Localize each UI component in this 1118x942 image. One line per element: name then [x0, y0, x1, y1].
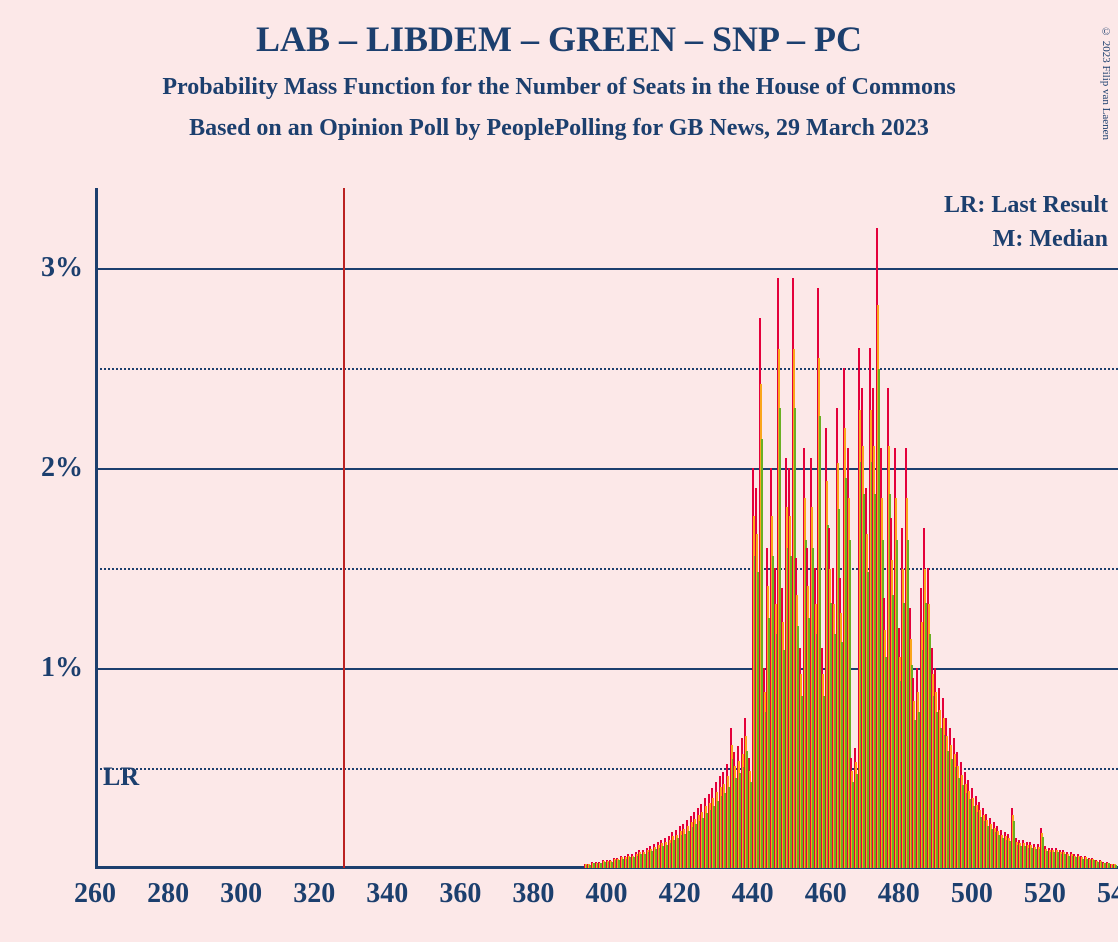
pmf-bar [1115, 865, 1117, 868]
x-tick-label: 280 [147, 878, 189, 910]
x-tick-label: 540 [1097, 878, 1118, 910]
x-tick-label: 340 [366, 878, 408, 910]
y-tick-label: 2% [41, 452, 83, 484]
x-tick-label: 440 [732, 878, 774, 910]
x-tick-label: 460 [805, 878, 847, 910]
x-tick-label: 500 [951, 878, 993, 910]
x-tick-label: 320 [293, 878, 335, 910]
chart-plot-area: LR: Last Result M: Median LR 1%2%3% 2602… [95, 188, 1118, 868]
x-tick-label: 420 [659, 878, 701, 910]
bars-container [95, 188, 1118, 868]
copyright-text: © 2023 Filip van Laenen [1100, 26, 1112, 140]
y-tick-label: 1% [41, 652, 83, 684]
x-tick-label: 520 [1024, 878, 1066, 910]
chart-subtitle-2: Based on an Opinion Poll by PeoplePollin… [0, 115, 1118, 142]
x-tick-label: 300 [220, 878, 262, 910]
chart-title: LAB – LIBDEM – GREEN – SNP – PC [0, 18, 1118, 60]
y-tick-label: 3% [41, 252, 83, 284]
x-tick-label: 380 [512, 878, 554, 910]
chart-subtitle-1: Probability Mass Function for the Number… [0, 74, 1118, 101]
x-tick-label: 480 [878, 878, 920, 910]
x-tick-label: 400 [586, 878, 628, 910]
x-tick-label: 360 [439, 878, 481, 910]
x-tick-label: 260 [74, 878, 116, 910]
